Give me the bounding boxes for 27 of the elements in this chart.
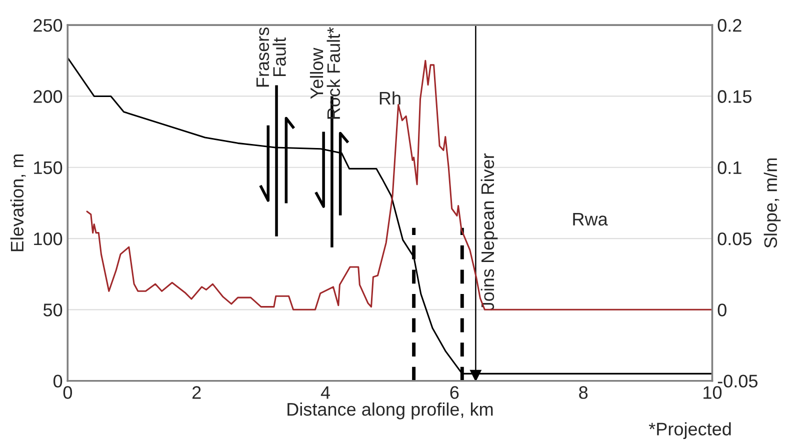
text: *Projected [648, 422, 731, 440]
y-tick-label: 150 [34, 161, 62, 174]
x-tick-label: 6 [450, 386, 459, 399]
annotation: Yellow Rock Fault* [310, 27, 340, 119]
annotation: Frasers Fault [256, 28, 286, 87]
y2-axis-title: Slope, m/m [764, 158, 781, 248]
y2-tick-label: 0.05 [718, 232, 752, 246]
x-tick-label: 10 [704, 386, 722, 399]
y-tick-label: 50 [43, 304, 62, 316]
y-axis-title: Elevation, m [10, 154, 26, 252]
y2-tick-label: 0.2 [718, 19, 742, 32]
x-tick-label: 4 [320, 386, 330, 399]
y-tick-label: 250 [34, 19, 62, 32]
x-tick-label: 0 [63, 386, 72, 399]
y2-tick-label: 0.1 [718, 161, 742, 174]
annotation: Rwa [573, 212, 608, 226]
y-tick-label: 200 [34, 90, 62, 103]
y-tick-label: 0 [53, 374, 62, 388]
annotation: Rh [380, 91, 400, 104]
y2-tick-label: 0 [718, 304, 726, 316]
y2-tick-label: 0.15 [718, 90, 752, 103]
x-axis-title: Distance along profile, km [288, 402, 493, 420]
y-tick-label: 100 [34, 232, 62, 246]
x-tick-label: 8 [579, 386, 588, 399]
x-tick-label: 2 [192, 386, 201, 399]
ref-line-label: Joins Nepean River [480, 153, 498, 310]
y2-tick-label: -0.05 [718, 374, 758, 388]
